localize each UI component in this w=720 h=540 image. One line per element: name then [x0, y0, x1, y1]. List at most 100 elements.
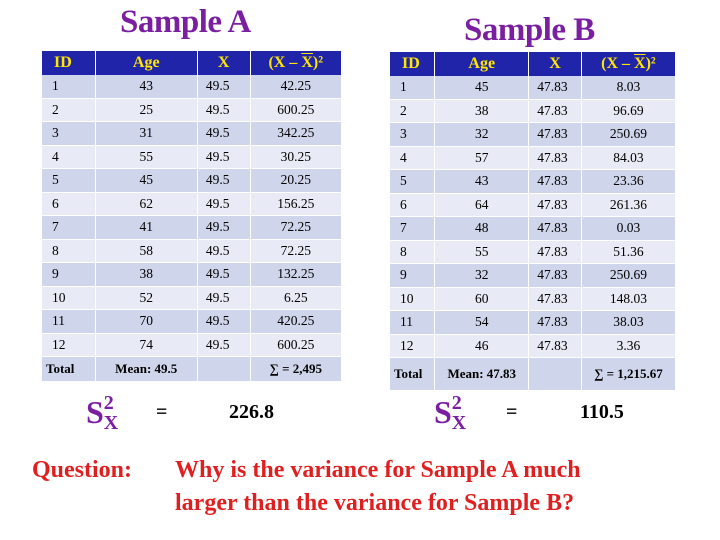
variance-value-b: 110.5 [580, 401, 624, 423]
table-row: 10 52 49.5 6.25 [42, 286, 343, 310]
table-row: 8 55 47.83 51.36 [390, 240, 677, 264]
cell-x: 47.83 [528, 240, 582, 264]
total-row: Total Mean: 47.83 ∑ = 1,215.67 [390, 357, 677, 391]
mean-cell: Mean: 47.83 [434, 357, 530, 391]
table-row: 2 38 47.83 96.69 [390, 99, 677, 123]
column-header-dev: (X – X)² [581, 52, 677, 76]
cell-id: 6 [390, 193, 436, 217]
table-row: 2 25 49.5 600.25 [42, 98, 343, 122]
cell-x: 47.83 [528, 193, 582, 217]
cell-age: 45 [434, 76, 530, 100]
table-row: 5 45 49.5 20.25 [42, 168, 343, 193]
cell-x: 49.5 [197, 121, 251, 146]
cell-age: 70 [95, 309, 198, 334]
cell-age: 25 [95, 98, 198, 122]
cell-id: 10 [42, 286, 96, 310]
table-header-row: ID Age X (X – X)² [42, 51, 343, 75]
mean-cell: Mean: 49.5 [95, 356, 198, 382]
table-row: 6 62 49.5 156.25 [42, 192, 343, 216]
sample-a-table: ID Age X (X – X)² 1 43 49.5 42.25 2 25 49.5 600.25 3… [42, 51, 343, 382]
cell-age: 45 [95, 168, 198, 193]
empty-cell [197, 356, 251, 382]
table-row: 1 43 49.5 42.25 [42, 75, 343, 99]
cell-age: 58 [95, 239, 198, 263]
table-row: 8 58 49.5 72.25 [42, 239, 343, 263]
cell-x: 49.5 [197, 262, 251, 287]
cell-id: 2 [42, 98, 96, 122]
cell-dev: 420.25 [250, 309, 343, 334]
variance-symbol-a: S2X [86, 392, 119, 434]
cell-dev: 51.36 [581, 240, 677, 264]
cell-age: 54 [434, 310, 530, 335]
cell-age: 48 [434, 216, 530, 241]
cell-x: 47.83 [528, 310, 582, 335]
cell-id: 11 [42, 309, 96, 334]
cell-x: 47.83 [528, 334, 582, 358]
cell-id: 5 [42, 168, 96, 193]
cell-dev: 20.25 [250, 168, 343, 193]
cell-age: 32 [434, 263, 530, 288]
cell-id: 11 [390, 310, 436, 335]
cell-age: 46 [434, 334, 530, 358]
column-header-id: ID [390, 52, 436, 76]
table-row: 5 43 47.83 23.36 [390, 169, 677, 194]
cell-id: 1 [390, 76, 436, 100]
table-row: 4 57 47.83 84.03 [390, 146, 677, 170]
sum-cell: ∑ = 2,495 [250, 356, 343, 382]
cell-age: 31 [95, 121, 198, 146]
table-row: 3 32 47.83 250.69 [390, 122, 677, 147]
equals-sign-a: = [156, 401, 168, 423]
cell-dev: 72.25 [250, 239, 343, 263]
cell-x: 47.83 [528, 76, 582, 100]
cell-age: 32 [434, 122, 530, 147]
cell-dev: 84.03 [581, 146, 677, 170]
column-header-age: Age [434, 52, 530, 76]
table-row: 1 45 47.83 8.03 [390, 76, 677, 100]
cell-dev: 38.03 [581, 310, 677, 335]
cell-dev: 0.03 [581, 216, 677, 241]
cell-x: 49.5 [197, 98, 251, 122]
column-header-dev: (X – X)² [250, 51, 343, 75]
cell-id: 8 [390, 240, 436, 264]
cell-id: 3 [390, 122, 436, 147]
cell-age: 62 [95, 192, 198, 216]
cell-x: 47.83 [528, 263, 582, 288]
cell-id: 7 [42, 215, 96, 240]
cell-dev: 30.25 [250, 145, 343, 169]
cell-dev: 261.36 [581, 193, 677, 217]
cell-age: 74 [95, 333, 198, 357]
cell-x: 49.5 [197, 286, 251, 310]
cell-age: 43 [434, 169, 530, 194]
table-row: 9 38 49.5 132.25 [42, 262, 343, 287]
cell-id: 9 [390, 263, 436, 288]
table-row: 6 64 47.83 261.36 [390, 193, 677, 217]
cell-x: 49.5 [197, 75, 251, 99]
cell-x: 49.5 [197, 309, 251, 334]
variance-symbol-b: S2X [434, 392, 467, 434]
cell-dev: 42.25 [250, 75, 343, 99]
table-row: 10 60 47.83 148.03 [390, 287, 677, 311]
cell-dev: 3.36 [581, 334, 677, 358]
cell-id: 6 [42, 192, 96, 216]
cell-dev: 23.36 [581, 169, 677, 194]
cell-id: 5 [390, 169, 436, 194]
cell-id: 4 [42, 145, 96, 169]
cell-dev: 250.69 [581, 122, 677, 147]
column-header-x: X [528, 52, 582, 76]
table-row: 3 31 49.5 342.25 [42, 121, 343, 146]
table-row: 11 54 47.83 38.03 [390, 310, 677, 335]
cell-x: 47.83 [528, 169, 582, 194]
table-row: 4 55 49.5 30.25 [42, 145, 343, 169]
cell-dev: 132.25 [250, 262, 343, 287]
cell-x: 49.5 [197, 192, 251, 216]
total-row: Total Mean: 49.5 ∑ = 2,495 [42, 356, 343, 382]
cell-age: 43 [95, 75, 198, 99]
column-header-x: X [197, 51, 251, 75]
cell-x: 47.83 [528, 287, 582, 311]
column-header-age: Age [95, 51, 198, 75]
cell-dev: 156.25 [250, 192, 343, 216]
cell-id: 12 [390, 334, 436, 358]
cell-id: 12 [42, 333, 96, 357]
sample-b-title: Sample B [464, 12, 595, 48]
empty-cell [528, 357, 582, 391]
